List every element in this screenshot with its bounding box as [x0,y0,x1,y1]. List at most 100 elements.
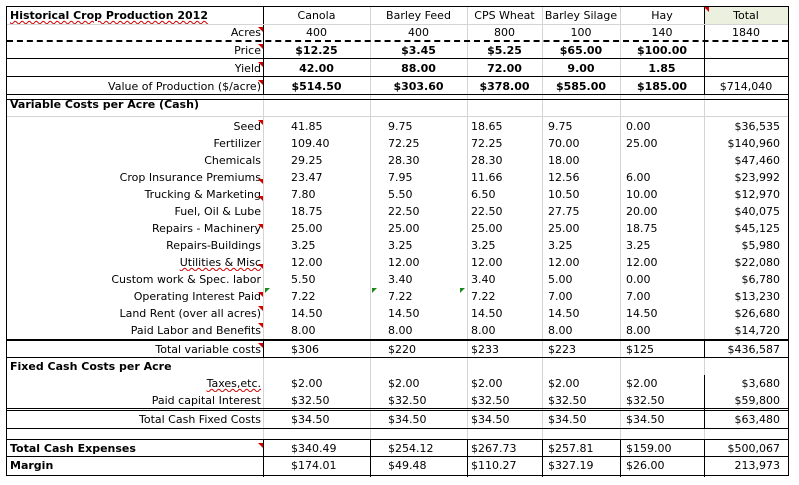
price-canola[interactable]: $12.25 [295,44,338,57]
total-cash-label[interactable]: Total Cash Expenses [10,442,136,455]
total-cash-cps-wheat[interactable]: $267.73 [471,442,517,455]
variable-barley-feed-cell[interactable]: 14.50 [388,307,420,320]
comment-marker-icon[interactable] [258,80,263,85]
yield-total[interactable] [704,60,788,77]
acres-label[interactable]: Acres [230,26,261,39]
variable-canola-cell[interactable]: 29.25 [291,154,323,167]
variable-hay-cell[interactable]: 12.00 [626,256,658,269]
variable-total-cell[interactable]: $45,125 [734,222,781,235]
price-total[interactable] [704,42,788,59]
variable-row-label[interactable]: Utilities & Misc [179,256,261,269]
value-total[interactable]: $714,040 [719,80,773,93]
total-variable-total[interactable]: $436,587 [727,343,781,356]
variable-hay-cell[interactable]: 6.00 [626,171,651,184]
acres-barley-silage[interactable]: 100 [570,26,592,39]
value-barley-feed[interactable]: $303.60 [393,80,444,93]
variable-cps-wheat-cell[interactable]: 22.50 [471,205,503,218]
col-header-canola[interactable]: Canola [297,9,336,22]
variable-hay-cell[interactable] [620,152,704,169]
variable-total-cell[interactable]: $23,992 [734,171,781,184]
error-indicator-icon[interactable] [265,288,270,293]
col-header-hay[interactable]: Hay [651,9,673,22]
comment-marker-icon[interactable] [258,224,263,229]
variable-canola-cell[interactable]: 14.50 [291,307,323,320]
variable-row-label[interactable]: Land Rent (over all acres) [119,307,261,320]
variable-canola-cell[interactable]: 3.25 [291,239,316,252]
variable-total-cell[interactable]: $26,680 [734,307,781,320]
variable-total-cell[interactable]: $140,960 [727,137,781,150]
variable-barley-silage-cell[interactable]: 3.25 [548,239,573,252]
total-fixed-label[interactable]: Total Cash Fixed Costs [139,413,261,426]
variable-hay-cell[interactable]: 7.00 [626,290,651,303]
variable-barley-silage-cell[interactable]: 9.75 [548,120,573,133]
comment-marker-icon[interactable] [258,292,263,297]
variable-barley-silage-cell[interactable]: 8.00 [548,324,573,337]
value-canola[interactable]: $514.50 [291,80,342,93]
taxes-barley-feed[interactable]: $2.00 [388,377,420,390]
variable-barley-silage-cell[interactable]: 12.00 [548,256,580,269]
variable-cps-wheat-cell[interactable]: 25.00 [471,222,503,235]
variable-barley-feed-cell[interactable]: 7.95 [388,171,413,184]
variable-row-label[interactable]: Fertilizer [213,137,261,150]
variable-canola-cell[interactable]: 41.85 [291,120,323,133]
total-fixed-barley-silage[interactable]: $34.50 [548,413,587,426]
variable-barley-silage-cell[interactable]: 70.00 [548,137,580,150]
yield-hay[interactable]: 1.85 [648,62,676,75]
variable-row-label[interactable]: Operating Interest Paid [133,290,261,303]
variable-canola-cell[interactable]: 7.80 [291,188,316,201]
variable-row-label[interactable]: Seed [233,120,262,133]
variable-barley-silage-cell[interactable]: 7.00 [548,290,573,303]
variable-barley-feed-cell[interactable]: 72.25 [388,137,420,150]
yield-label[interactable]: Yield [234,62,261,75]
variable-cps-wheat-cell[interactable]: 12.00 [471,256,503,269]
margin-total[interactable]: 213,973 [734,459,781,472]
total-fixed-cps-wheat[interactable]: $34.50 [471,413,510,426]
price-cps-wheat[interactable]: $5.25 [487,44,522,57]
variable-barley-feed-cell[interactable]: 3.25 [388,239,413,252]
taxes-cps-wheat[interactable]: $2.00 [471,377,503,390]
capital-interest-cps-wheat[interactable]: $32.50 [471,394,510,407]
variable-row-label[interactable]: Custom work & Spec. labor [111,273,261,286]
comment-marker-icon[interactable] [258,196,263,201]
comment-marker-icon[interactable] [258,27,263,32]
yield-cps-wheat[interactable]: 72.00 [487,62,522,75]
price-label[interactable]: Price [234,44,261,57]
variable-hay-cell[interactable]: 14.50 [626,307,658,320]
variable-barley-silage-cell[interactable]: 10.50 [548,188,580,201]
margin-hay[interactable]: $26.00 [626,459,665,472]
variable-hay-cell[interactable]: 0.00 [626,120,651,133]
total-variable-canola[interactable]: $306 [291,343,319,356]
variable-total-cell[interactable]: $40,075 [734,205,781,218]
variable-hay-cell[interactable]: 25.00 [626,137,658,150]
acres-cps-wheat[interactable]: 800 [494,26,515,39]
variable-barley-silage-cell[interactable]: 5.00 [548,273,573,286]
comment-marker-icon[interactable] [258,120,263,125]
comment-marker-icon[interactable] [258,62,263,67]
acres-barley-feed[interactable]: 400 [408,26,429,39]
fixed-costs-heading[interactable]: Fixed Cash Costs per Acre [10,360,172,373]
capital-interest-canola[interactable]: $32.50 [291,394,330,407]
variable-barley-feed-cell[interactable]: 3.40 [388,273,413,286]
comment-marker-icon[interactable] [258,306,263,311]
col-header-barley-feed[interactable]: Barley Feed [386,9,451,22]
variable-total-cell[interactable]: $47,460 [734,154,781,167]
variable-canola-cell[interactable]: 8.00 [291,324,316,337]
variable-barley-silage-cell[interactable]: 18.00 [548,154,580,167]
total-cash-hay[interactable]: $159.00 [626,442,672,455]
variable-canola-cell[interactable]: 5.50 [291,273,316,286]
variable-row-label[interactable]: Crop Insurance Premiums [119,171,261,184]
capital-interest-label[interactable]: Paid capital Interest [151,394,261,407]
variable-total-cell[interactable]: $14,720 [734,324,781,337]
acres-hay[interactable]: 140 [651,26,673,39]
total-fixed-canola[interactable]: $34.50 [291,413,330,426]
variable-total-cell[interactable]: $22,080 [734,256,781,269]
comment-marker-icon[interactable] [258,44,263,49]
variable-hay-cell[interactable]: 10.00 [626,188,658,201]
total-cash-barley-silage[interactable]: $257.81 [548,442,594,455]
taxes-canola[interactable]: $2.00 [291,377,323,390]
value-label[interactable]: Value of Production ($/acre) [108,80,261,93]
col-header-cps-wheat[interactable]: CPS Wheat [474,9,535,22]
variable-barley-feed-cell[interactable]: 28.30 [388,154,420,167]
variable-row-label[interactable]: Fuel, Oil & Lube [174,205,261,218]
total-variable-barley-feed[interactable]: $220 [388,343,416,356]
